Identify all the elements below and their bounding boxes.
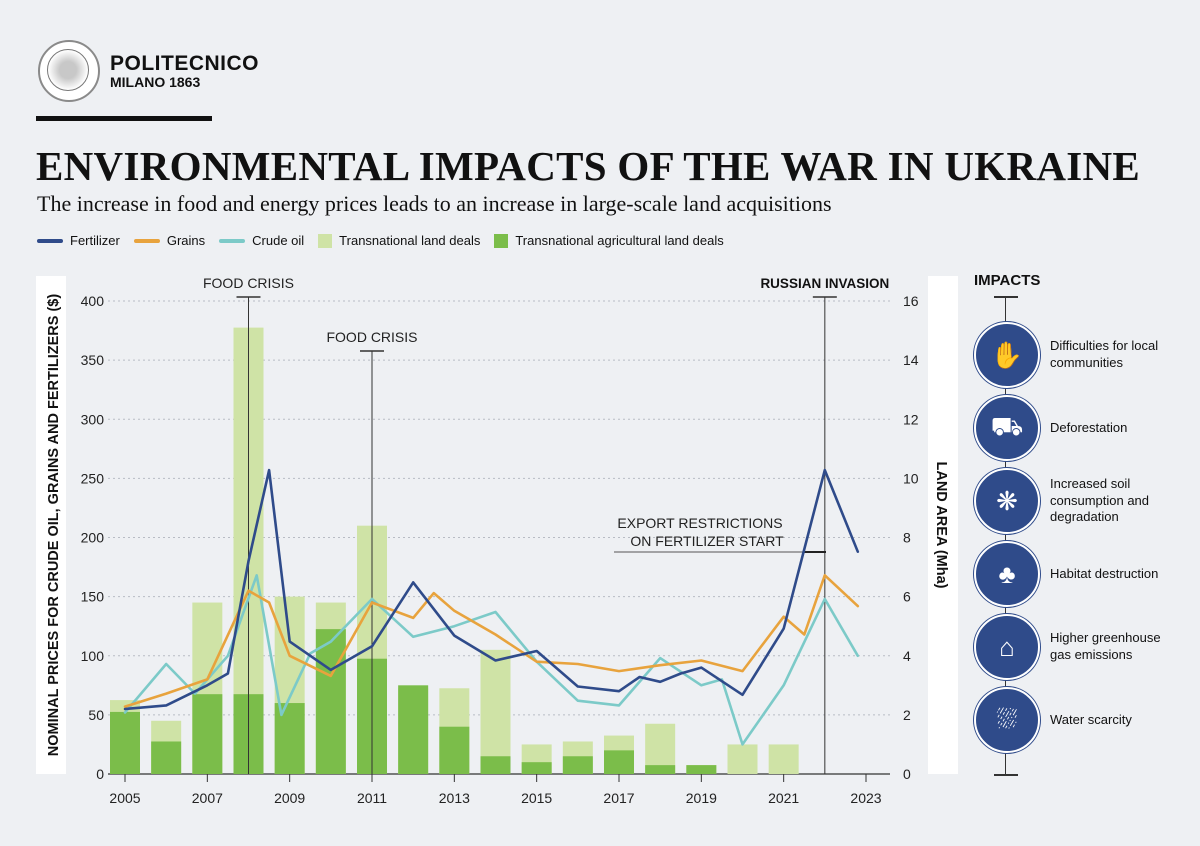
bar-agri-land-deals: [439, 726, 470, 774]
x-tick-label: 2005: [109, 790, 140, 806]
impact-label: Habitat destruction: [1050, 565, 1159, 581]
y-tick-label-left: 400: [81, 293, 105, 309]
bar-agri-land-deals: [521, 762, 552, 774]
annotation-export-restrictions-2: ON FERTILIZER START: [630, 533, 784, 549]
logging-truck-icon: ⛟: [974, 395, 1040, 461]
legend-item-grains: Grains: [133, 233, 205, 248]
annotation-food-crisis-2008: FOOD CRISIS: [203, 275, 294, 291]
bar-agri-land-deals: [274, 703, 305, 774]
water-tap-icon: ⛆: [974, 687, 1040, 753]
series-line-grains: [123, 573, 860, 708]
bar-agri-land-deals: [315, 629, 346, 774]
x-tick-label: 2009: [274, 790, 305, 806]
bar-agri-land-deals: [645, 765, 676, 774]
bar-agri-land-deals: [562, 756, 593, 774]
y-tick-label-left: 100: [81, 648, 105, 664]
y-tick-label-right: 16: [903, 293, 919, 309]
page-title: ENVIRONMENTAL IMPACTS OF THE WAR IN UKRA…: [36, 143, 1141, 189]
impact-item: ⛆ Water scarcity: [974, 687, 1170, 753]
y-axis-label-right: LAND AREA (Mha): [933, 462, 949, 589]
x-tick-label: 2007: [192, 790, 223, 806]
legend-item-land-deals: Transnational land deals: [318, 233, 480, 248]
impacts-timeline: [1005, 296, 1006, 776]
x-tick-label: 2015: [521, 790, 552, 806]
impact-label: Water scarcity: [1050, 711, 1132, 727]
impacts-tick-top: [994, 296, 1018, 298]
impact-label: Deforestation: [1050, 419, 1128, 435]
y-tick-label-right: 8: [903, 530, 911, 546]
series-line-crude-oil: [123, 573, 860, 746]
factory-icon: ⌂: [974, 614, 1040, 680]
impact-label: Increased soil consumption and degradati…: [1050, 475, 1150, 525]
series-line-fertilizer: [123, 468, 860, 711]
bar-agri-land-deals: [480, 756, 511, 774]
x-tick-label: 2019: [686, 790, 717, 806]
annotation-food-crisis-2011: FOOD CRISIS: [326, 329, 417, 345]
bar-land-deals: [480, 649, 511, 774]
y-tick-label-left: 0: [96, 766, 104, 782]
y-tick-label-left: 50: [88, 707, 104, 723]
y-tick-label-left: 200: [81, 530, 105, 546]
bar-land-deals: [727, 744, 758, 774]
x-tick-label: 2023: [850, 790, 881, 806]
y-tick-label-right: 4: [903, 648, 911, 664]
bar-land-deals: [768, 744, 799, 774]
bar-agri-land-deals: [192, 694, 223, 774]
bar-agri-land-deals: [110, 711, 140, 774]
header-rule: [36, 116, 212, 121]
y-tick-label-right: 0: [903, 766, 911, 782]
bar-agri-land-deals: [151, 741, 182, 774]
impact-item: ❋ Increased soil consumption and degradat…: [974, 468, 1170, 534]
impact-item: ♣ Habitat destruction: [974, 541, 1170, 607]
bar-agri-land-deals: [398, 685, 429, 774]
trees-icon: ♣: [974, 541, 1040, 607]
bar-agri-land-deals: [686, 765, 717, 774]
y-tick-label-left: 350: [81, 352, 105, 368]
impact-item: ⛟ Deforestation: [974, 395, 1170, 461]
y-tick-label-right: 10: [903, 470, 919, 486]
impact-label: Difficulties for local communities: [1050, 338, 1159, 370]
y-tick-label-right: 6: [903, 589, 911, 605]
annotation-export-restrictions-1: EXPORT RESTRICTIONS: [617, 515, 782, 531]
impact-item: ✋ Difficulties for local communities: [974, 322, 1170, 388]
hands-people-icon: ✋: [974, 322, 1040, 388]
impacts-title: IMPACTS: [974, 272, 1041, 289]
logo: POLITECNICO MILANO 1863: [38, 40, 259, 102]
cracked-soil-icon: ❋: [974, 468, 1040, 534]
bar-agri-land-deals: [604, 750, 634, 774]
chart-legend: Fertilizer Grains Crude oil Transnationa…: [37, 233, 738, 248]
legend-item-crude-oil: Crude oil: [219, 233, 304, 248]
y-tick-label-left: 250: [81, 470, 105, 486]
brand-name: POLITECNICO: [110, 51, 260, 75]
legend-item-agri-land-deals: Transnational agricultural land deals: [494, 233, 724, 248]
brand-subname: MILANO 1863: [110, 73, 201, 90]
legend-item-fertilizer: Fertilizer: [37, 233, 120, 248]
x-tick-label: 2013: [439, 790, 470, 806]
y-axis-label-left: NOMINAL PRICES FOR CRUDE OIL, GRAINS AND…: [46, 294, 62, 757]
right-axis-band: [928, 276, 958, 774]
y-tick-label-left: 300: [81, 411, 105, 427]
left-axis-band: [36, 276, 66, 774]
x-tick-label: 2011: [357, 790, 387, 806]
y-tick-label-left: 150: [81, 589, 105, 605]
annotation-russian-invasion: RUSSIAN INVASION: [760, 276, 889, 291]
impact-label: Higher greenhouse gas emissions: [1050, 630, 1161, 662]
impacts-tick-bottom: [994, 774, 1018, 776]
y-tick-label-right: 12: [903, 411, 919, 427]
page-subtitle: The increase in food and energy prices l…: [37, 191, 832, 216]
x-tick-label: 2021: [768, 790, 799, 806]
impact-item: ⌂ Higher greenhouse gas emissions: [974, 614, 1170, 680]
y-tick-label-right: 2: [903, 707, 911, 723]
y-tick-label-right: 14: [903, 352, 919, 368]
university-seal-icon: [38, 40, 100, 102]
x-tick-label: 2017: [603, 790, 634, 806]
